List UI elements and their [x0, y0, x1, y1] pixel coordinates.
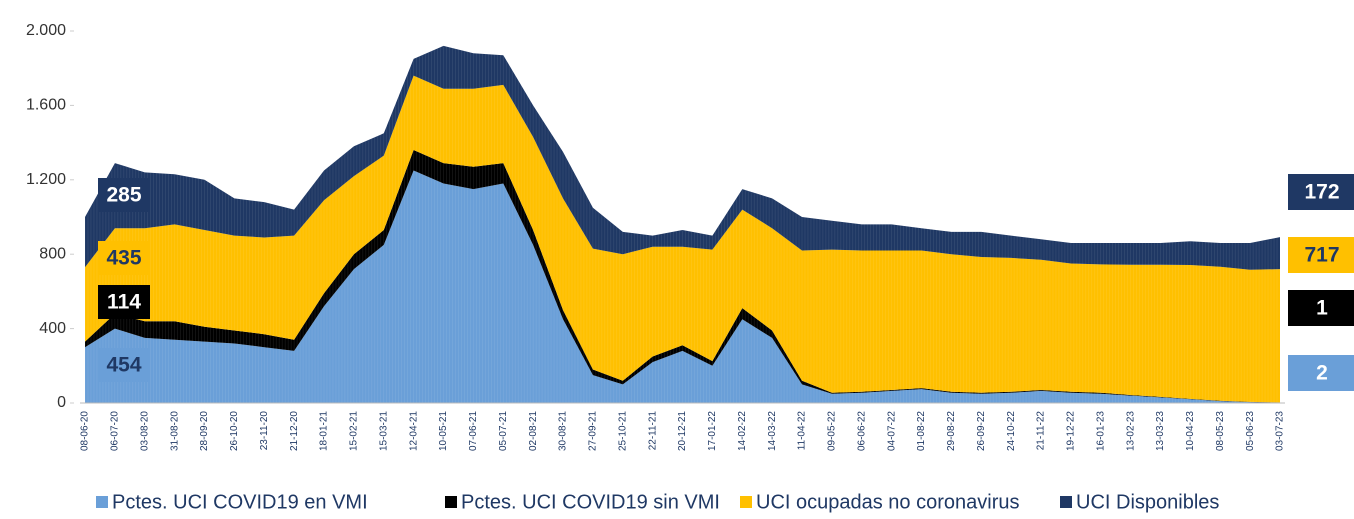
x-tick-label: 08-06-20	[80, 411, 91, 451]
x-tick-label: 24-10-22	[1006, 411, 1017, 451]
x-tick-label: 01-08-22	[916, 411, 927, 451]
start-label-box	[98, 178, 150, 212]
x-tick-label: 12-04-21	[408, 411, 419, 451]
legend-label: Pctes. UCI COVID19 sin VMI	[461, 491, 720, 513]
y-tick-label: 2.000	[26, 22, 66, 39]
x-tick-label: 07-06-21	[468, 411, 479, 451]
end-label: 2	[1316, 362, 1328, 385]
start-label: 114	[107, 291, 141, 314]
y-tick-label: 400	[39, 320, 66, 337]
x-tick-label: 29-08-22	[946, 411, 957, 451]
x-tick-label: 10-05-21	[438, 411, 449, 451]
y-tick-label: 1.600	[26, 97, 66, 114]
start-label: 285	[106, 184, 141, 207]
start-label-box	[98, 348, 150, 382]
x-tick-label: 09-05-22	[827, 411, 838, 451]
x-tick-label: 18-01-21	[319, 411, 330, 451]
x-tick-label: 26-10-20	[229, 411, 240, 451]
x-tick-label: 03-08-20	[139, 411, 150, 451]
legend-swatch	[740, 496, 752, 508]
x-tick-label: 15-03-21	[378, 411, 389, 451]
x-tick-label: 21-12-20	[289, 411, 300, 451]
x-tick-label: 14-03-22	[767, 411, 778, 451]
end-label-box	[1288, 174, 1354, 210]
end-label-box	[1288, 355, 1354, 391]
x-tick-label: 26-09-22	[976, 411, 987, 451]
end-label-box	[1288, 290, 1354, 326]
x-tick-label: 23-11-20	[259, 411, 270, 451]
x-tick-label: 13-03-23	[1155, 411, 1166, 451]
start-label: 454	[106, 354, 141, 377]
x-tick-label: 31-08-20	[169, 411, 180, 451]
x-tick-label: 16-01-23	[1095, 411, 1106, 451]
x-tick-label: 19-12-22	[1066, 411, 1077, 451]
x-tick-label: 06-07-20	[110, 411, 121, 451]
y-tick-label: 0	[57, 394, 66, 411]
area	[85, 45, 1280, 270]
x-tick-label: 04-07-22	[886, 411, 897, 451]
x-tick-label: 20-12-21	[677, 411, 688, 451]
y-tick-label: 1.200	[26, 171, 66, 188]
start-label-box	[98, 241, 150, 275]
x-tick-label: 14-02-22	[737, 411, 748, 451]
x-tick-label: 22-11-21	[647, 411, 658, 451]
x-tick-label: 21-11-22	[1036, 411, 1047, 451]
legend-swatch	[96, 496, 108, 508]
x-tick-label: 11-04-22	[797, 411, 808, 451]
x-tick-label: 05-06-23	[1245, 411, 1256, 451]
x-tick-label: 13-02-23	[1125, 411, 1136, 451]
legend-swatch	[445, 496, 457, 508]
legend-label: Pctes. UCI COVID19 en VMI	[112, 491, 368, 513]
end-label: 717	[1304, 244, 1339, 267]
x-tick-label: 27-09-21	[588, 411, 599, 451]
x-tick-label: 17-01-22	[707, 411, 718, 451]
area	[85, 75, 1280, 403]
area	[85, 170, 1280, 403]
end-label-box	[1288, 237, 1354, 273]
start-label: 435	[106, 247, 141, 270]
x-tick-label: 08-05-23	[1215, 411, 1226, 451]
x-tick-label: 02-08-21	[528, 411, 539, 451]
x-tick-label: 10-04-23	[1185, 411, 1196, 451]
end-label: 172	[1304, 181, 1339, 204]
legend-swatch	[1060, 496, 1072, 508]
x-tick-label: 15-02-21	[349, 411, 360, 451]
x-tick-label: 25-10-21	[617, 411, 628, 451]
start-label-box	[98, 285, 150, 319]
x-tick-label: 28-09-20	[199, 411, 210, 451]
end-label: 1	[1316, 297, 1328, 320]
x-tick-label: 03-07-23	[1275, 411, 1286, 451]
x-tick-label: 05-07-21	[498, 411, 509, 451]
legend-label: UCI ocupadas no coronavirus	[756, 491, 1019, 513]
y-tick-label: 800	[39, 245, 66, 262]
legend-label: UCI Disponibles	[1076, 491, 1219, 513]
x-tick-label: 30-08-21	[558, 411, 569, 451]
x-tick-label: 06-06-22	[856, 411, 867, 451]
